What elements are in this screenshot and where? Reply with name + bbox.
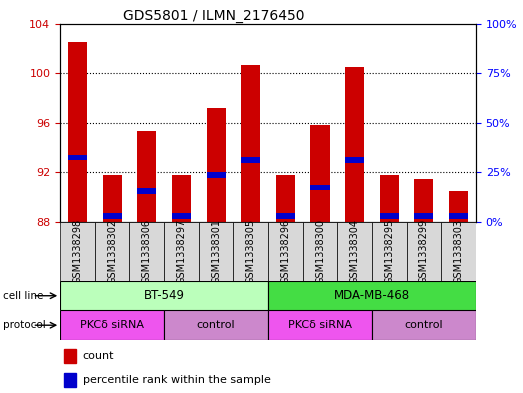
Text: GSM1338304: GSM1338304 — [350, 219, 360, 284]
Text: count: count — [83, 351, 114, 361]
FancyBboxPatch shape — [407, 222, 441, 281]
Text: GSM1338300: GSM1338300 — [315, 219, 325, 284]
Bar — [311, 125, 329, 222]
Bar — [207, 108, 225, 222]
FancyBboxPatch shape — [164, 222, 199, 281]
Text: cell line: cell line — [3, 291, 43, 301]
Bar — [380, 175, 399, 222]
FancyBboxPatch shape — [60, 222, 95, 281]
Bar — [172, 213, 191, 219]
FancyBboxPatch shape — [129, 222, 164, 281]
FancyBboxPatch shape — [268, 281, 476, 310]
Bar — [172, 175, 191, 222]
Bar — [68, 42, 87, 222]
Bar — [137, 188, 156, 194]
Text: BT-549: BT-549 — [144, 289, 185, 302]
Text: GSM1338302: GSM1338302 — [107, 219, 117, 284]
FancyBboxPatch shape — [95, 222, 129, 281]
Text: GSM1338299: GSM1338299 — [419, 219, 429, 284]
Bar — [414, 179, 434, 222]
FancyBboxPatch shape — [372, 310, 476, 340]
Text: PKCδ siRNA: PKCδ siRNA — [288, 320, 352, 330]
FancyBboxPatch shape — [268, 310, 372, 340]
Bar — [414, 213, 434, 219]
FancyBboxPatch shape — [164, 310, 268, 340]
FancyBboxPatch shape — [441, 222, 476, 281]
FancyBboxPatch shape — [233, 222, 268, 281]
Bar — [276, 175, 295, 222]
FancyBboxPatch shape — [268, 222, 303, 281]
Text: GSM1338306: GSM1338306 — [142, 219, 152, 284]
Bar — [64, 349, 76, 364]
FancyBboxPatch shape — [60, 310, 164, 340]
Text: MDA-MB-468: MDA-MB-468 — [334, 289, 410, 302]
Bar — [68, 155, 87, 160]
Text: GSM1338305: GSM1338305 — [246, 219, 256, 284]
FancyBboxPatch shape — [337, 222, 372, 281]
FancyBboxPatch shape — [199, 222, 233, 281]
Bar — [241, 64, 260, 222]
Text: GSM1338301: GSM1338301 — [211, 219, 221, 284]
Text: GDS5801 / ILMN_2176450: GDS5801 / ILMN_2176450 — [122, 9, 304, 22]
Bar — [345, 157, 364, 163]
Bar — [103, 175, 122, 222]
Bar — [103, 213, 122, 219]
Text: GSM1338295: GSM1338295 — [384, 219, 394, 284]
Bar — [276, 213, 295, 219]
Bar — [449, 191, 468, 222]
Bar — [241, 157, 260, 163]
Text: PKCδ siRNA: PKCδ siRNA — [80, 320, 144, 330]
Text: percentile rank within the sample: percentile rank within the sample — [83, 375, 270, 385]
Bar — [207, 172, 225, 178]
Bar — [311, 185, 329, 190]
Text: GSM1338303: GSM1338303 — [453, 219, 463, 284]
Bar — [345, 67, 364, 222]
Text: GSM1338298: GSM1338298 — [73, 219, 83, 284]
FancyBboxPatch shape — [372, 222, 407, 281]
Bar — [449, 213, 468, 219]
Text: GSM1338296: GSM1338296 — [280, 219, 290, 284]
FancyBboxPatch shape — [60, 281, 268, 310]
Bar — [64, 373, 76, 387]
Text: control: control — [197, 320, 235, 330]
Bar — [137, 132, 156, 222]
Text: GSM1338297: GSM1338297 — [176, 219, 186, 284]
Bar — [380, 213, 399, 219]
Text: protocol: protocol — [3, 320, 46, 330]
FancyBboxPatch shape — [303, 222, 337, 281]
Text: control: control — [405, 320, 444, 330]
